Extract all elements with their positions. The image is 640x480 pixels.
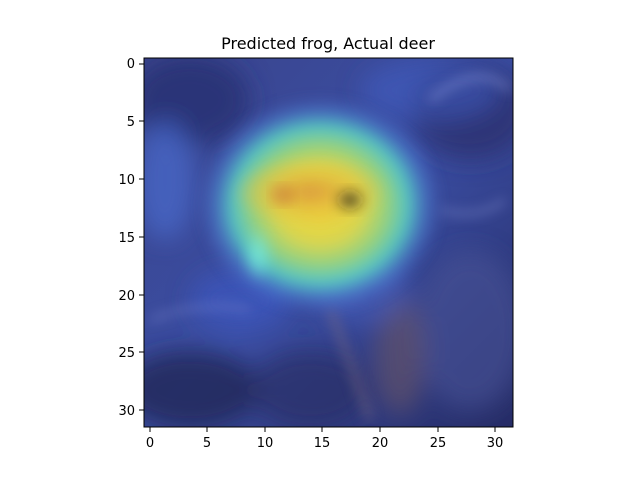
y-tick-label: 25 bbox=[118, 346, 135, 361]
y-tick-label: 5 bbox=[127, 115, 135, 130]
x-axis: 0 5 10 15 20 25 30 bbox=[146, 427, 503, 451]
plot-frame bbox=[143, 57, 514, 428]
x-tick-label: 15 bbox=[314, 436, 331, 451]
heatmap-image bbox=[144, 58, 513, 427]
x-tick-label: 10 bbox=[257, 436, 274, 451]
y-tick-label: 10 bbox=[118, 173, 135, 188]
y-tick-label: 20 bbox=[118, 289, 135, 304]
x-tick-label: 20 bbox=[372, 436, 389, 451]
y-tick-label: 30 bbox=[118, 404, 135, 419]
y-tick-label: 0 bbox=[127, 57, 135, 72]
figure-title: Predicted frog, Actual deer bbox=[221, 34, 435, 53]
y-axis: 0 5 10 15 20 25 30 bbox=[118, 57, 144, 419]
x-tick-label: 30 bbox=[487, 436, 504, 451]
y-tick-label: 15 bbox=[118, 231, 135, 246]
x-tick-label: 5 bbox=[203, 436, 211, 451]
x-tick-label: 25 bbox=[430, 436, 447, 451]
x-tick-label: 0 bbox=[146, 436, 154, 451]
